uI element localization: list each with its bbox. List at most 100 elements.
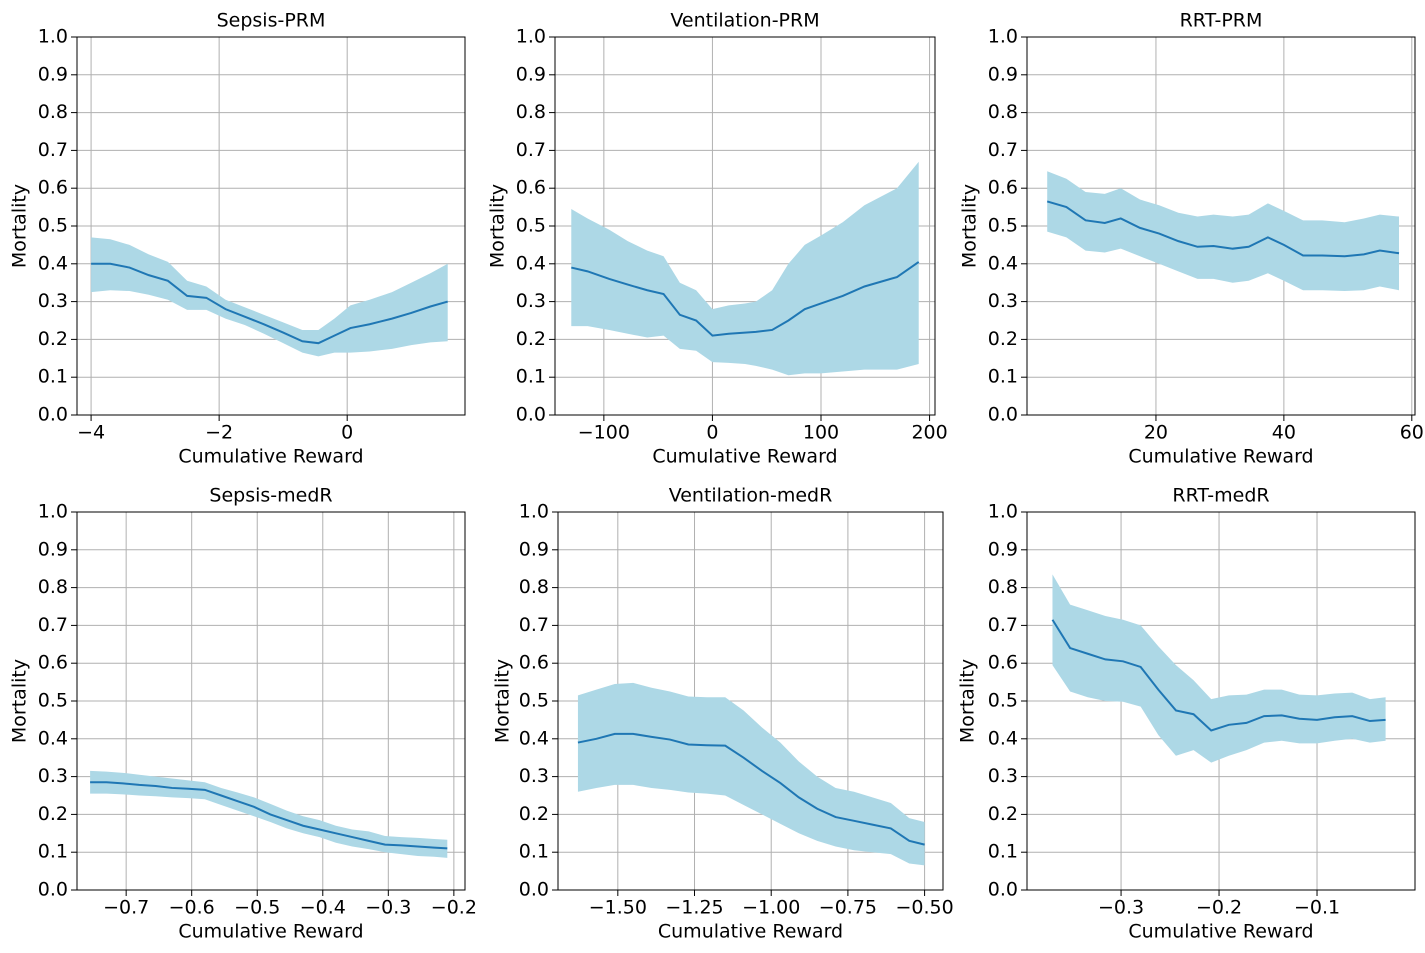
y-tick-label: 0.5 [38,215,68,237]
y-tick-label: 0.0 [38,404,68,426]
y-tick-label: 0.2 [988,328,1018,350]
y-tick-label: 0.2 [38,803,68,825]
y-tick-label: 0.7 [38,139,68,161]
y-tick-label: 0.6 [988,177,1018,199]
x-tick-label: −4 [77,422,105,444]
x-tick-label: 0 [341,422,353,444]
y-tick-label: 0.7 [38,614,68,636]
x-tick-label: −1.50 [589,897,647,919]
y-tick-label: 0.2 [519,803,549,825]
y-tick-label: 0.5 [988,690,1018,712]
y-tick-label: 0.4 [988,252,1018,274]
y-tick-label: 0.8 [519,576,549,598]
y-tick-label: 1.0 [516,26,546,48]
x-axis-label: Cumulative Reward [652,446,837,468]
y-tick-label: 0.1 [38,841,68,863]
mortality-line [1046,200,1400,258]
axes-frame [557,511,944,891]
axes-frame [1026,36,1416,416]
y-tick-label: 0.8 [516,101,546,123]
y-tick-label: 0.4 [519,727,549,749]
x-tick-label: −0.5 [234,897,280,919]
y-tick-label: 0.8 [988,101,1018,123]
y-tick-label: 0.2 [516,328,546,350]
x-tick-label: −0.3 [365,897,411,919]
x-tick-label: 200 [911,422,947,444]
x-tick-label: −0.50 [895,897,953,919]
y-tick-label: 0.3 [38,765,68,787]
plot-area [90,770,448,858]
y-tick-label: 0.3 [988,290,1018,312]
x-tick-label: −100 [578,422,630,444]
y-tick-label: 0.7 [988,139,1018,161]
subplot: 0.0 0.1 0.2 0.3 0.4 0.5 0.6 0.7 0.8 0.9 1.0 −0.7 −0.… [9,485,477,943]
y-tick-label: 0.4 [516,252,546,274]
x-axis-label: Cumulative Reward [658,921,843,943]
y-axis-label: Mortality [9,659,31,743]
axes-frame [76,511,466,891]
x-tick-label: −0.3 [1098,897,1144,919]
y-tick-label: 0.5 [988,215,1018,237]
plot-area [91,237,448,357]
x-axis-label: Cumulative Reward [1128,446,1313,468]
x-tick-label: 40 [1272,422,1296,444]
y-tick-label: 0.6 [38,177,68,199]
y-axis-label: Mortality [957,659,979,743]
y-tick-label: 0.9 [988,63,1018,85]
y-tick-label: 0.8 [38,576,68,598]
x-tick-label: −1.25 [665,897,723,919]
subplot: 0.0 0.1 0.2 0.3 0.4 0.5 0.6 0.7 0.8 0.9 1.0 20 40 60 R… [959,10,1424,468]
x-tick-label: −0.7 [103,897,149,919]
y-tick-label: 1.0 [38,501,68,523]
subplot: 0.0 0.1 0.2 0.3 0.4 0.5 0.6 0.7 0.8 0.9 1.0 −1.50 −1… [492,485,954,943]
y-tick-label: 0.3 [516,290,546,312]
y-tick-label: 0.8 [988,576,1018,598]
x-tick-label: −0.6 [169,897,215,919]
y-tick-label: 0.6 [38,652,68,674]
subplot: 0.0 0.1 0.2 0.3 0.4 0.5 0.6 0.7 0.8 0.9 1.0 −100 0 10… [487,10,948,468]
y-tick-label: 0.2 [38,328,68,350]
confidence-band [1047,171,1400,292]
y-tick-label: 1.0 [519,501,549,523]
y-tick-label: 0.6 [988,652,1018,674]
subplot-title: Ventilation-medR [669,485,833,507]
y-tick-label: 0.9 [988,538,1018,560]
y-tick-label: 0.1 [516,366,546,388]
x-tick-label: −0.1 [1294,897,1340,919]
subplot-title: Sepsis-medR [209,485,332,507]
plot-area [571,161,920,376]
y-tick-label: 0.4 [38,727,68,749]
y-tick-label: 0.0 [988,404,1018,426]
mortality-line [571,261,920,337]
x-tick-label: 60 [1400,422,1424,444]
x-tick-label: −0.75 [819,897,877,919]
x-axis-label: Cumulative Reward [178,921,363,943]
subplot: 0.0 0.1 0.2 0.3 0.4 0.5 0.6 0.7 0.8 0.9 1.0 −0.3 −0.… [957,485,1416,943]
y-tick-label: 0.7 [516,139,546,161]
x-axis-label: Cumulative Reward [1128,921,1313,943]
subplot-title: RRT-PRM [1180,10,1263,32]
y-tick-label: 0.0 [516,404,546,426]
x-tick-label: 20 [1144,422,1168,444]
y-tick-label: 0.9 [516,63,546,85]
subplot-title: RRT-medR [1172,485,1269,507]
x-tick-label: −0.2 [1196,897,1242,919]
subplot-title: Sepsis-PRM [217,10,326,32]
y-tick-label: 0.2 [988,803,1018,825]
y-tick-label: 0.7 [988,614,1018,636]
subplot-title: Ventilation-PRM [670,10,819,32]
y-tick-label: 0.7 [519,614,549,636]
y-tick-label: 0.4 [38,252,68,274]
plot-area [1051,574,1386,763]
mortality-line [1051,619,1386,732]
y-tick-label: 0.1 [519,841,549,863]
confidence-band [1052,574,1386,763]
mortality-line [577,732,925,846]
y-tick-label: 0.3 [38,290,68,312]
confidence-band [571,161,919,376]
x-tick-label: 0 [706,422,718,444]
y-tick-label: 0.1 [38,366,68,388]
y-tick-label: 0.5 [519,690,549,712]
y-tick-label: 0.0 [519,879,549,901]
y-tick-label: 0.9 [519,538,549,560]
